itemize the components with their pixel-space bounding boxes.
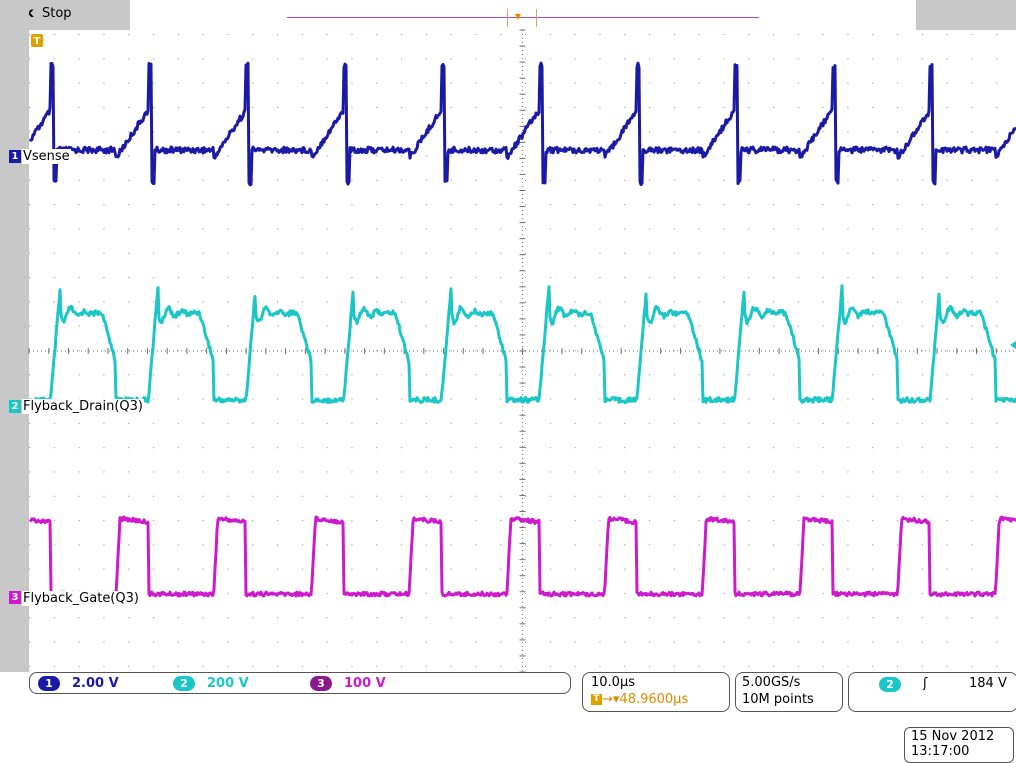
record-position-bar[interactable] xyxy=(287,17,759,18)
waveform-display: T xyxy=(0,0,1016,672)
ch1-label: Vsense xyxy=(22,149,71,164)
trigger-readout[interactable]: 2 ʃ 184 V xyxy=(848,672,1016,712)
trigger-marker-icon[interactable]: T xyxy=(31,34,43,47)
ch1-scale[interactable]: 1 2.00 V xyxy=(38,673,119,693)
trigger-source-badge: 2 xyxy=(879,677,901,692)
trigger-position-icon[interactable]: ▾ xyxy=(515,9,522,23)
ch3-scale-value: 100 V xyxy=(344,675,386,691)
ch1-scale-value: 2.00 V xyxy=(72,675,119,691)
ch1-waveform xyxy=(28,61,1016,187)
graticule-lines xyxy=(28,29,1016,672)
ch1-marker-icon[interactable]: 1 xyxy=(9,150,21,163)
sample-rate: 5.00GS/s xyxy=(742,675,801,690)
channel-scale-bar: 1 2.00 V 2 200 V 3 100 V xyxy=(29,672,571,694)
time: 13:17:00 xyxy=(911,744,970,759)
ch3-trace xyxy=(28,515,1016,598)
top-right-panel xyxy=(916,0,1016,30)
trigger-delay: T →▾48.9600µs xyxy=(591,692,688,707)
trigger-slope-icon: ʃ xyxy=(923,676,928,691)
ch2-label: Flyback_Drain(Q3) xyxy=(22,399,144,414)
ch3-label: Flyback_Gate(Q3) xyxy=(22,591,140,606)
timebase-readout[interactable]: 10.0µs T →▾48.9600µs xyxy=(582,672,730,712)
ch1-trace xyxy=(28,61,1016,187)
ch2-trace xyxy=(28,284,1016,404)
time-per-div: 10.0µs xyxy=(591,675,635,690)
ch1-scale-badge: 1 xyxy=(38,675,60,691)
date: 15 Nov 2012 xyxy=(911,729,995,744)
record-view-window[interactable] xyxy=(507,9,537,27)
ch3-scale[interactable]: 3 100 V xyxy=(310,673,386,693)
trigger-delay-value: →▾48.9600µs xyxy=(602,692,689,707)
acquisition-readout[interactable]: 5.00GS/s 10M points xyxy=(735,672,843,712)
ch3-marker-icon[interactable]: 3 xyxy=(9,591,21,604)
date-time-readout: 15 Nov 2012 13:17:00 xyxy=(904,727,1014,763)
trigger-delay-icon: T xyxy=(591,694,602,705)
record-length: 10M points xyxy=(742,692,814,707)
trigger-level-arrow-icon[interactable] xyxy=(1010,341,1016,349)
ch2-scale-value: 200 V xyxy=(207,675,249,691)
ch2-waveform xyxy=(28,284,1016,404)
left-margin xyxy=(0,0,29,672)
ch2-marker-icon[interactable]: 2 xyxy=(9,400,21,413)
ch2-scale-badge: 2 xyxy=(173,675,195,691)
ch3-scale-badge: 3 xyxy=(310,675,332,691)
ch2-scale[interactable]: 2 200 V xyxy=(173,673,249,693)
run-state-label[interactable]: Stop xyxy=(42,6,72,21)
ch3-waveform xyxy=(28,515,1016,598)
trigger-marker-text: T xyxy=(34,36,41,47)
trigger-level: 184 V xyxy=(969,676,1007,691)
